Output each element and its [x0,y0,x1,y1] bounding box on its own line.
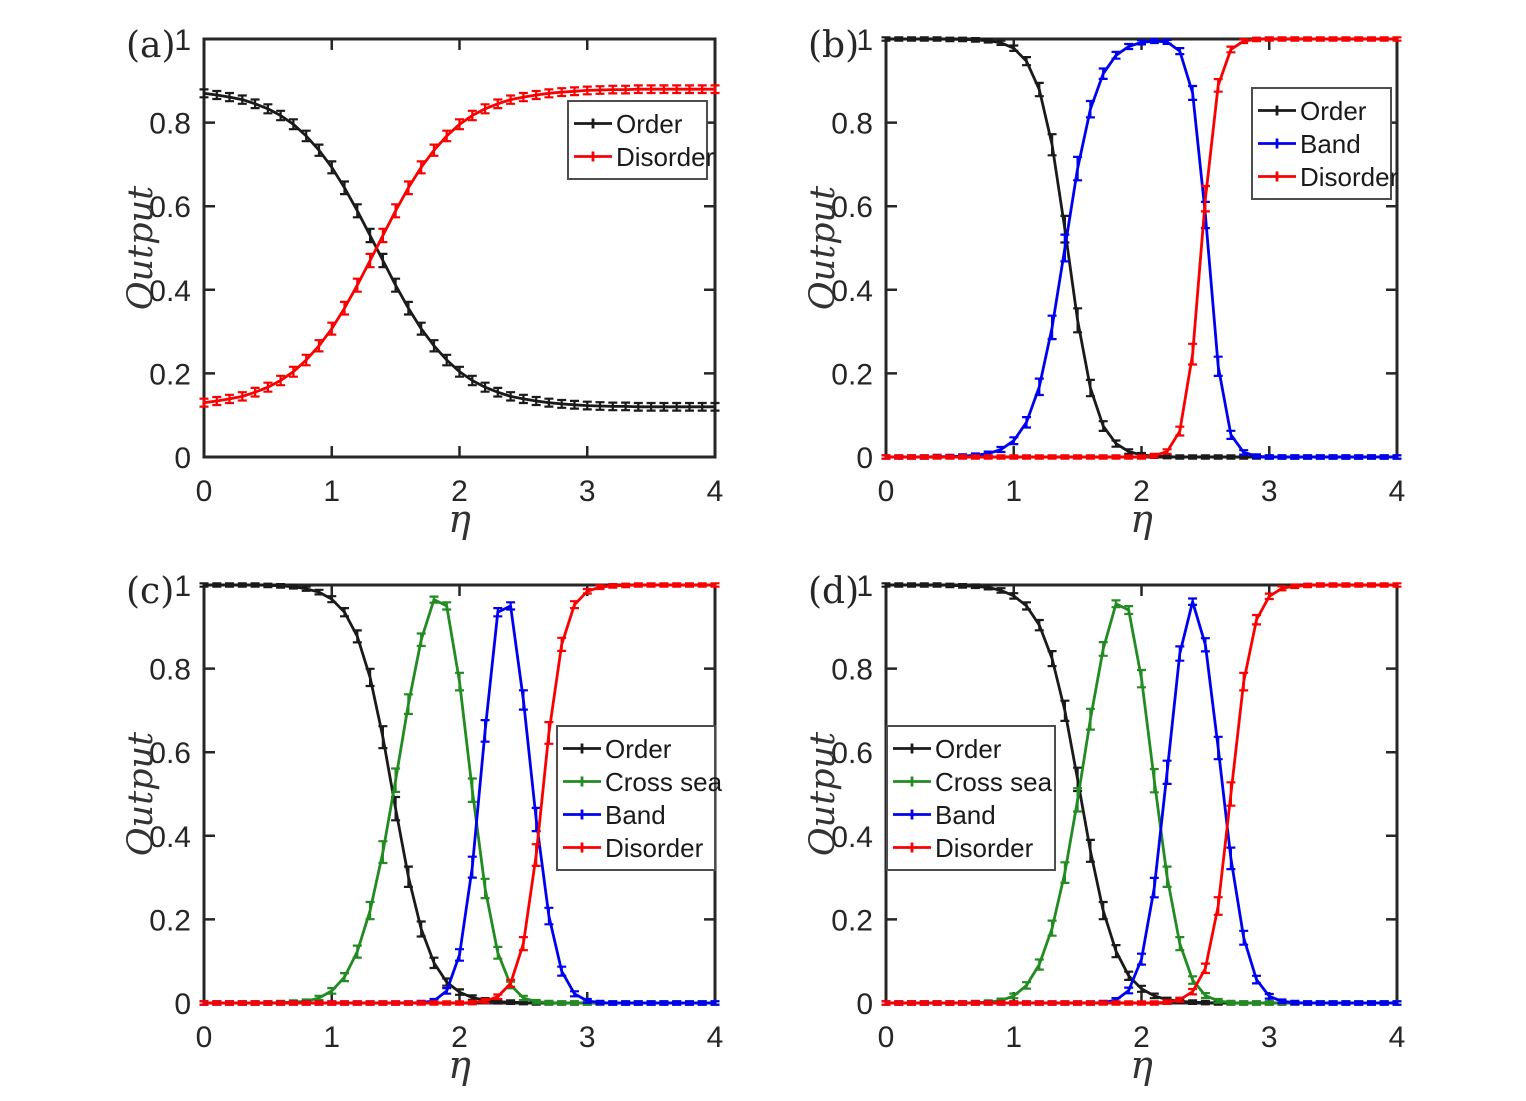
y-tick-label: 0.8 [149,654,191,687]
y-tick-label: 0 [856,988,873,1021]
x-tick-label: 2 [451,475,468,508]
x-tick-label: 3 [579,475,596,508]
y-tick-label: 0.6 [149,737,191,770]
x-tick-label: 2 [1133,475,1150,508]
series-errorbars-disorder [199,84,720,408]
y-axis-label: Output [121,731,161,856]
panel-d-chart: 0 1 2 3 4 0 0.2 0.4 0.6 0.8 1 η Output (d) OrderCross … [803,570,1406,1087]
series-errorbars-disorder [199,582,720,1006]
legend-line-sample-disorder [1258,171,1296,182]
legend-item-label: Band [935,800,996,830]
legend-line-sample-order [574,118,612,129]
x-tick-label: 3 [579,1021,596,1054]
y-tick-label: 0 [174,442,191,475]
legend-item-label: Cross sea [935,767,1053,797]
axis-ticks [202,37,717,459]
legend-line-sample-band [893,809,931,820]
y-tick-label: 1 [856,24,873,57]
x-tick-label: 3 [1261,1021,1278,1054]
legend-line-sample-disorder [574,151,612,162]
legend-line-sample-disorder [893,842,931,853]
y-tick-label: 0.6 [831,737,873,770]
y-tick-label: 0.2 [149,904,191,937]
legend-line-sample-disorder [563,842,601,853]
x-tick-label: 4 [707,475,724,508]
y-tick-label: 0 [174,988,191,1021]
legend-item-label: Order [605,734,672,764]
x-tick-label: 4 [707,1021,724,1054]
y-axis-label: Output [803,731,843,856]
legend-item-label: Band [1300,129,1361,159]
x-axis-label: η [448,1043,471,1087]
legend-item-label: Cross sea [605,767,723,797]
y-tick-label: 1 [174,570,191,603]
legend-item-label: Band [605,800,666,830]
series-errorbars-disorder [881,36,1402,460]
y-tick-label: 1 [174,24,191,57]
y-tick-label: 0 [856,442,873,475]
x-tick-label: 0 [878,1021,895,1054]
legend-line-sample-band [1258,138,1296,149]
legend-line-sample-band [563,809,601,820]
y-tick-label: 0.8 [831,654,873,687]
y-tick-label: 0.6 [831,191,873,224]
legend-item-label: Disorder [935,833,1034,863]
x-tick-label: 4 [1389,1021,1406,1054]
legend-line-sample-order [1258,105,1296,116]
y-tick-label: 0.2 [831,358,873,391]
legend-item-label: Disorder [605,833,704,863]
x-tick-label: 4 [1389,475,1406,508]
panel-b-chart: 0 1 2 3 4 0 0.2 0.4 0.6 0.8 1 η Output (b) OrderBandDi… [803,24,1406,541]
x-tick-label: 0 [196,475,213,508]
legend-item-label: Order [616,109,683,139]
panel-tag-label: (c) [126,571,174,612]
x-tick-label: 2 [451,1021,468,1054]
panel-a-chart: 0 1 2 3 4 0 0.2 0.4 0.6 0.8 1 η Output (a) OrderDisord… [121,24,724,541]
legend-item-label: Order [935,734,1002,764]
x-tick-label: 1 [323,475,340,508]
x-tick-label: 3 [1261,475,1278,508]
y-tick-label: 0.4 [149,821,191,854]
x-tick-label: 2 [1133,1021,1150,1054]
x-axis-label: η [448,497,471,541]
y-tick-label: 0.2 [831,904,873,937]
panel-tag-label: (a) [126,25,176,66]
x-axis-label: η [1130,1043,1153,1087]
series-errorbars-disorder [881,582,1402,1006]
x-tick-label: 1 [323,1021,340,1054]
y-tick-label: 0.6 [149,191,191,224]
x-axis-label: η [1130,497,1153,541]
y-tick-label: 1 [856,570,873,603]
x-tick-label: 1 [1005,475,1022,508]
legend-item-label: Disorder [1300,162,1399,192]
y-tick-label: 0.2 [149,358,191,391]
y-tick-label: 0.8 [149,108,191,141]
legend-line-sample-order [893,743,931,754]
legend-item-label: Order [1300,96,1367,126]
y-axis-label: Output [121,185,161,310]
x-tick-label: 1 [1005,1021,1022,1054]
legend-line-sample-cross-sea [563,776,601,787]
panel-c-chart: 0 1 2 3 4 0 0.2 0.4 0.6 0.8 1 η Output (c) OrderCross … [121,570,724,1087]
legend-line-sample-cross-sea [893,776,931,787]
y-axis-label: Output [803,185,843,310]
series-errorbars-order [199,88,720,412]
panel-tag-label: (b) [808,25,859,66]
panel-tag-label: (d) [808,571,859,612]
x-tick-label: 0 [878,475,895,508]
y-tick-label: 0.8 [831,108,873,141]
y-tick-label: 0.4 [149,275,191,308]
legend-box [567,100,708,180]
legend-line-sample-order [563,743,601,754]
y-tick-label: 0.4 [831,821,873,854]
legend-box [886,725,1056,871]
x-tick-label: 0 [196,1021,213,1054]
y-tick-label: 0.4 [831,275,873,308]
legend-item-label: Disorder [616,142,715,172]
